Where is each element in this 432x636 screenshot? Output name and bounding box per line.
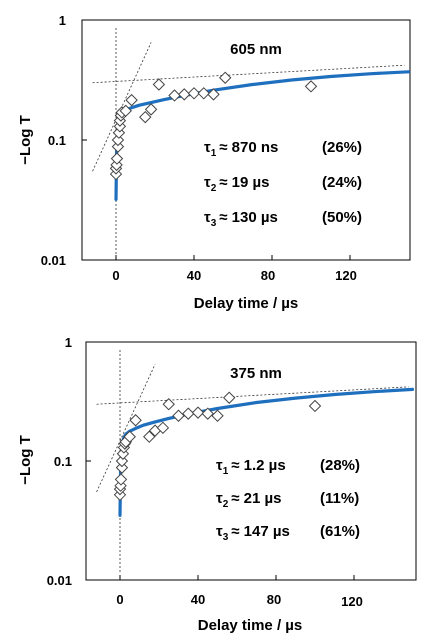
- tau-subscript: 2: [223, 499, 229, 510]
- tau-symbol: τ: [216, 457, 223, 474]
- tau-subscript: 1: [211, 148, 217, 159]
- chart-panel-375nm: 1 0.1 0.01 0 40 80 120 Delay time / µs −…: [17, 335, 417, 634]
- lifetime-annotation: τ3 ≈ 130 µs (50%): [204, 209, 362, 229]
- data-point-diamond: [201, 407, 214, 420]
- y-axis-label: −Log T: [17, 115, 34, 165]
- tau-value: ≈ 130 µs: [219, 209, 278, 226]
- data-point-diamond: [182, 407, 195, 420]
- data-point-diamond: [119, 104, 132, 118]
- data-points: [109, 71, 318, 181]
- data-point-diamond: [123, 430, 136, 443]
- guide-line-diagonal: [96, 364, 156, 493]
- svg-text:τ2≈ 21 µs: τ2 ≈ 21 µs: [216, 490, 282, 510]
- tau-fraction: (28%): [320, 457, 360, 474]
- tau-fraction: (50%): [322, 209, 362, 226]
- chart-panel-605nm: 1 0.1 0.01 0 40 80 120 Delay time / µs −…: [17, 13, 411, 312]
- tau-fraction: (61%): [320, 523, 360, 540]
- y-tick-label: 1: [59, 13, 66, 28]
- tau-value: ≈ 1.2 µs: [231, 457, 285, 474]
- data-point-diamond: [143, 430, 156, 443]
- lifetime-annotation: τ2 ≈ 21 µs (11%): [216, 490, 359, 510]
- y-axis-label: −Log T: [17, 435, 34, 485]
- lifetime-annotation: τ3 ≈ 147 µs (61%): [216, 523, 360, 543]
- lifetime-annotation: τ1 ≈ 870 ns (26%): [204, 139, 362, 159]
- y-tick-label: 0.01: [47, 573, 72, 588]
- x-tick-label: 80: [261, 268, 275, 283]
- tau-value: ≈ 21 µs: [231, 490, 281, 507]
- guide-line-diagonal: [92, 42, 152, 172]
- data-point-diamond: [222, 391, 236, 404]
- chart-title: 605 nm: [230, 41, 282, 58]
- x-tick-label: 40: [191, 592, 205, 607]
- svg-text:τ3≈ 147 µs: τ3 ≈ 147 µs: [216, 523, 290, 543]
- data-point-diamond: [115, 461, 129, 474]
- x-tick-label: 0: [112, 268, 119, 283]
- data-point-diamond: [162, 398, 175, 411]
- y-tick-label: 0.1: [54, 454, 72, 469]
- data-point-diamond: [139, 110, 152, 124]
- tau-symbol: τ: [204, 174, 211, 191]
- svg-text:τ3≈ 130 µs: τ3 ≈ 130 µs: [204, 209, 278, 229]
- data-points: [113, 391, 322, 502]
- y-tick-label: 1: [65, 335, 72, 350]
- guide-line-horizontal: [92, 64, 405, 84]
- tau-fraction: (11%): [320, 490, 359, 507]
- tau-subscript: 2: [211, 183, 217, 194]
- tick-marks: [82, 19, 351, 261]
- x-tick-label: 120: [341, 594, 363, 609]
- chart-title: 375 nm: [230, 365, 282, 382]
- x-axis-label: Delay time / µs: [194, 295, 299, 312]
- tau-symbol: τ: [216, 523, 223, 540]
- data-point-diamond: [152, 78, 166, 91]
- tau-symbol: τ: [216, 490, 223, 507]
- guide-line-horizontal: [96, 386, 409, 405]
- data-point-diamond: [304, 80, 318, 93]
- tau-fraction: (24%): [322, 174, 362, 191]
- tau-subscript: 3: [211, 218, 217, 229]
- y-tick-label: 0.01: [41, 253, 66, 268]
- data-point-diamond: [187, 87, 201, 100]
- data-point-diamond: [111, 133, 125, 147]
- data-point-diamond: [110, 152, 124, 165]
- data-point-diamond: [218, 71, 232, 84]
- data-point-diamond: [191, 406, 205, 419]
- data-point-diamond: [129, 414, 142, 427]
- data-point-diamond: [211, 409, 224, 422]
- x-tick-label: 0: [116, 592, 123, 607]
- x-tick-label: 80: [267, 592, 281, 607]
- y-tick-label: 0.1: [48, 133, 66, 148]
- tau-subscript: 1: [223, 466, 229, 477]
- x-tick-label: 40: [187, 268, 201, 283]
- data-point-diamond: [308, 399, 322, 413]
- svg-text:τ2≈ 19 µs: τ2 ≈ 19 µs: [204, 174, 270, 194]
- tau-symbol: τ: [204, 139, 211, 156]
- data-point-diamond: [168, 89, 181, 102]
- data-point-diamond: [115, 454, 129, 468]
- data-point-diamond: [172, 409, 185, 422]
- tau-fraction: (26%): [322, 139, 362, 156]
- lifetime-annotation: τ1 ≈ 1.2 µs (28%): [216, 457, 360, 477]
- data-point-diamond: [156, 421, 170, 435]
- data-point-diamond: [144, 103, 158, 116]
- data-point-diamond: [114, 473, 128, 486]
- x-tick-label: 120: [335, 268, 357, 283]
- tau-value: ≈ 870 ns: [219, 139, 278, 156]
- tau-symbol: τ: [204, 209, 211, 226]
- tau-value: ≈ 147 µs: [231, 523, 290, 540]
- data-point-diamond: [197, 87, 210, 100]
- data-point-diamond: [178, 88, 191, 101]
- x-axis-label: Delay time / µs: [198, 617, 303, 634]
- tau-subscript: 3: [223, 532, 229, 543]
- data-point-diamond: [207, 88, 220, 101]
- svg-text:τ1≈ 870 ns: τ1 ≈ 870 ns: [204, 139, 278, 159]
- tick-marks: [86, 341, 355, 581]
- lifetime-annotation: τ2 ≈ 19 µs (24%): [204, 174, 362, 194]
- svg-text:τ1≈ 1.2 µs: τ1 ≈ 1.2 µs: [216, 457, 286, 477]
- data-point-diamond: [125, 93, 138, 107]
- tau-value: ≈ 19 µs: [219, 174, 269, 191]
- data-point-diamond: [111, 140, 125, 153]
